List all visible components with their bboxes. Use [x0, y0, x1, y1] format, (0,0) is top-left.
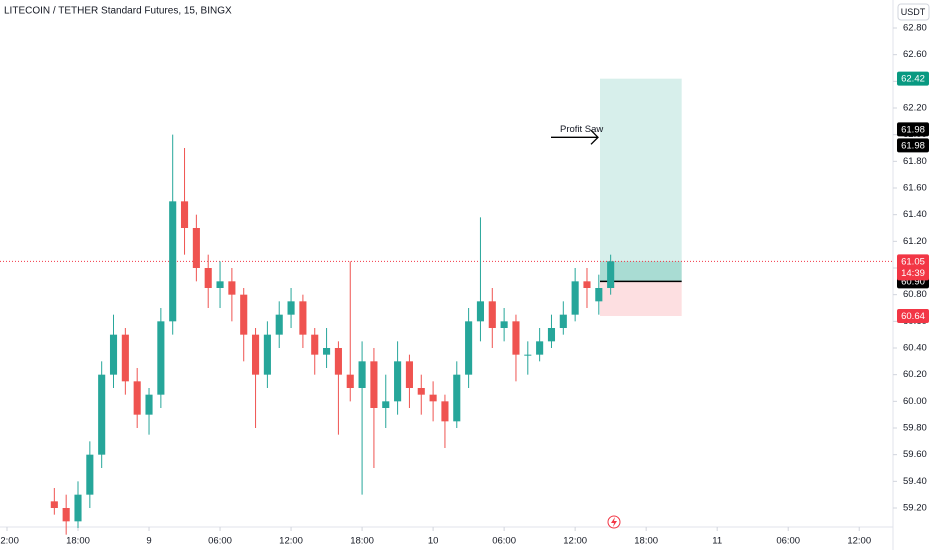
x-tick-label: 18:00 [66, 536, 90, 547]
annotation-arrow [551, 129, 599, 145]
price-label-box [897, 309, 929, 323]
x-tick-label: 18:00 [634, 536, 658, 547]
y-tick-label: 59.80 [903, 423, 927, 434]
candle-body [50, 501, 58, 508]
candle-body [547, 328, 556, 342]
candle-body [216, 281, 224, 288]
current-price-label: 61.05 [901, 256, 925, 267]
price-label-box [897, 138, 929, 153]
candle-body [382, 401, 390, 408]
y-tick-label: 59.60 [903, 449, 927, 460]
open-profit-zone [600, 261, 682, 282]
currency[interactable]: USDT [901, 7, 926, 17]
x-tick-label: 11 [712, 536, 722, 547]
candle-body [524, 354, 532, 356]
y-tick-label: 62.60 [903, 49, 927, 60]
candle-body [252, 334, 260, 375]
x-tick-label: 12:00 [847, 536, 871, 547]
alert-icon[interactable] [607, 515, 621, 529]
candle-body [465, 321, 473, 375]
candle-body [180, 201, 189, 228]
candle-body [536, 341, 544, 355]
y-tick-label: 61.40 [903, 209, 927, 220]
alert-bolt[interactable] [611, 517, 617, 527]
price-label: 61.98 [901, 140, 925, 151]
price-label: 60.64 [901, 311, 925, 322]
y-tick-label: 60.80 [903, 289, 927, 300]
candle-body [192, 228, 200, 268]
candle-body [157, 321, 165, 395]
candle-body [394, 361, 402, 402]
chart-title: LITECOIN / TETHER Standard Futures, 15, … [4, 6, 232, 17]
candle-body [559, 314, 567, 328]
candle-body [133, 381, 141, 415]
candle-body [121, 334, 129, 382]
x-tick-label: 06:00 [492, 536, 516, 547]
candle-body [595, 288, 603, 302]
x-tick-label: 18:00 [350, 536, 374, 547]
x-tick-label: 06:00 [776, 536, 800, 547]
candle-body [453, 374, 461, 422]
currency-box[interactable] [897, 3, 930, 21]
candle-body [228, 281, 236, 295]
countdown: 14:39 [901, 268, 925, 279]
candle-body [476, 301, 485, 322]
candle-body [334, 348, 342, 375]
current-price-box [897, 254, 929, 281]
candle-body [323, 348, 331, 355]
x-tick-label: 12:00 [563, 536, 587, 547]
price-label: 61.98 [901, 124, 925, 135]
price-label-box [897, 122, 929, 137]
price-label-box [897, 71, 929, 86]
annotation-text: Profit Saw [560, 124, 603, 135]
candle-body [358, 361, 366, 388]
y-tick-label: 61.80 [903, 156, 927, 167]
candle-body [571, 281, 579, 315]
candle-body [98, 374, 106, 455]
candle-body [607, 261, 615, 288]
y-tick-label: 60.00 [903, 396, 927, 407]
x-tick-label: 12:00 [0, 536, 19, 547]
candle-body [500, 321, 508, 328]
candle-body [583, 281, 591, 288]
y-tick-label: 60.40 [903, 343, 927, 354]
candle-body [204, 268, 212, 288]
x-tick-label: 06:00 [208, 536, 232, 547]
y-tick-label: 62.80 [903, 23, 927, 34]
candle-body [240, 294, 248, 335]
candle-body [145, 394, 153, 415]
candle-body [429, 394, 437, 402]
candle-body [441, 401, 449, 422]
x-tick-label: 10 [428, 536, 439, 547]
candle-body [370, 361, 378, 408]
candle-body [299, 301, 307, 335]
x-tick-label: 9 [146, 536, 151, 547]
candle-body [275, 314, 283, 335]
y-tick-label: 59.40 [903, 476, 927, 487]
y-tick-label: 61.20 [903, 236, 927, 247]
price-label: 60.90 [901, 276, 925, 287]
candle-body [109, 334, 118, 375]
candle-body [287, 301, 295, 315]
y-tick-label: 60.20 [903, 369, 927, 380]
candle-body [512, 321, 520, 355]
profit-zone [600, 78, 682, 282]
candle-body [86, 454, 94, 495]
candle-body [417, 388, 425, 395]
y-tick-label: 62.20 [903, 103, 927, 114]
y-tick-label: 59.20 [903, 503, 927, 514]
candle-body [74, 494, 82, 522]
x-tick-label: 12:00 [279, 536, 303, 547]
candle-body [62, 508, 70, 522]
price-label: 62.42 [901, 74, 925, 85]
candle-body [263, 334, 271, 375]
candle-body [488, 301, 496, 328]
candle-body [405, 361, 413, 388]
y-tick-label: 61.60 [903, 183, 927, 194]
candle-body [169, 201, 177, 322]
candle-body [311, 334, 319, 355]
candle-body [346, 374, 354, 388]
